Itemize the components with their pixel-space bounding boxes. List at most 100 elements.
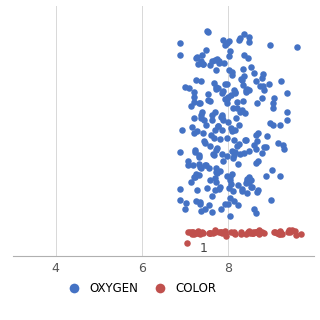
Point: [207, 98, 212, 103]
Point: [211, 151, 216, 156]
Point: [190, 231, 195, 236]
Point: [244, 138, 249, 143]
Point: [228, 48, 233, 53]
Point: [256, 228, 261, 233]
Point: [220, 88, 225, 93]
Point: [191, 116, 196, 121]
Point: [210, 194, 215, 199]
Point: [230, 172, 235, 177]
Point: [274, 231, 279, 236]
Point: [202, 117, 207, 123]
Point: [219, 229, 224, 235]
Point: [220, 115, 225, 120]
Point: [185, 158, 190, 164]
Point: [246, 229, 251, 234]
Point: [212, 188, 217, 193]
Point: [183, 200, 188, 205]
Point: [192, 147, 197, 152]
Point: [236, 141, 241, 146]
Point: [213, 109, 218, 114]
Point: [252, 70, 257, 76]
Point: [202, 163, 207, 168]
Point: [261, 87, 266, 92]
Point: [236, 37, 242, 42]
Point: [191, 174, 196, 179]
Point: [224, 174, 229, 179]
Point: [245, 190, 250, 195]
Point: [207, 178, 212, 183]
Point: [203, 47, 208, 52]
Point: [230, 155, 235, 160]
Point: [217, 229, 222, 234]
Point: [222, 81, 227, 86]
Point: [232, 91, 237, 96]
Point: [231, 198, 236, 203]
Point: [200, 52, 205, 57]
Point: [209, 59, 214, 64]
Point: [219, 112, 224, 117]
Point: [182, 206, 187, 212]
Point: [218, 114, 223, 119]
Point: [192, 94, 197, 99]
Point: [194, 187, 199, 192]
Point: [246, 229, 251, 235]
Point: [216, 124, 221, 129]
Point: [228, 181, 233, 187]
Point: [238, 229, 244, 234]
Point: [263, 173, 268, 179]
Point: [248, 177, 253, 182]
Point: [228, 214, 233, 219]
Point: [241, 98, 246, 103]
Point: [198, 165, 204, 170]
Point: [260, 96, 265, 101]
Point: [207, 62, 212, 67]
Point: [216, 61, 221, 66]
Point: [231, 231, 236, 236]
Point: [245, 55, 250, 60]
Point: [182, 85, 187, 90]
Point: [230, 73, 235, 78]
Point: [198, 202, 203, 207]
Point: [230, 188, 236, 194]
Point: [227, 196, 232, 201]
Point: [259, 230, 264, 235]
Point: [225, 153, 230, 158]
Point: [275, 230, 280, 236]
Point: [251, 230, 256, 235]
Point: [201, 230, 206, 235]
Point: [231, 230, 236, 235]
Point: [180, 128, 185, 133]
Point: [273, 230, 278, 235]
Legend: OXYGEN, COLOR: OXYGEN, COLOR: [58, 277, 221, 300]
Point: [246, 87, 251, 92]
Point: [209, 132, 214, 137]
Point: [240, 78, 245, 83]
Point: [241, 74, 246, 79]
Point: [196, 154, 202, 159]
Point: [242, 32, 247, 37]
Point: [276, 140, 281, 146]
Point: [287, 229, 292, 235]
Point: [247, 35, 252, 40]
Point: [210, 209, 215, 214]
Point: [253, 160, 258, 165]
Point: [270, 100, 275, 105]
Point: [213, 170, 218, 175]
Point: [241, 52, 246, 58]
Point: [232, 127, 237, 132]
Point: [277, 231, 282, 236]
Point: [259, 151, 264, 156]
Point: [257, 84, 262, 89]
Point: [202, 140, 207, 146]
Point: [252, 207, 257, 212]
Point: [196, 173, 201, 178]
Point: [244, 179, 249, 184]
Point: [267, 82, 272, 87]
Point: [207, 203, 212, 208]
Point: [239, 76, 244, 81]
Point: [270, 168, 275, 173]
Point: [252, 230, 258, 235]
Point: [222, 201, 227, 206]
Point: [191, 100, 196, 105]
Point: [235, 143, 240, 148]
